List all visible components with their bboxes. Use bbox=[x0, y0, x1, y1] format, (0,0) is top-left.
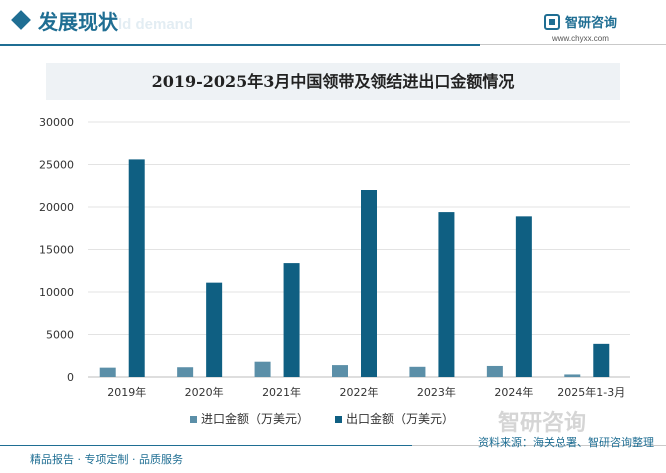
bar-export bbox=[438, 212, 455, 377]
bar-export bbox=[515, 216, 532, 377]
y-tick-label: 30000 bbox=[39, 116, 74, 129]
x-tick-label: 2019年 bbox=[107, 385, 146, 399]
bar-export bbox=[593, 343, 610, 377]
chart-title-band bbox=[46, 63, 620, 100]
x-tick-label: 2024年 bbox=[494, 385, 533, 399]
brand-name: 智研咨询 bbox=[565, 16, 618, 31]
bar-import bbox=[486, 365, 503, 377]
legend-item-export: 出口金额（万美元） bbox=[335, 410, 454, 427]
y-tick-label: 20000 bbox=[39, 201, 74, 214]
bar-chart: 0 5000 10000 15000 20000 25000 30000 2019年 2020年… bbox=[39, 116, 630, 399]
chart-legend: 进口金额（万美元） 出口金额（万美元） bbox=[0, 410, 666, 426]
footer-services: 精品报告 · 专项定制 · 品质服务 bbox=[30, 453, 183, 466]
x-tick-label: 2025年1-3月 bbox=[557, 385, 625, 399]
x-tick-label: 2020年 bbox=[185, 385, 224, 399]
header-divider-gray bbox=[480, 44, 666, 45]
bar-import bbox=[254, 361, 271, 377]
bar-export bbox=[361, 190, 377, 377]
bar-import bbox=[409, 366, 426, 377]
footer-source: 资料来源：海关总署、智研咨询整理 bbox=[478, 436, 654, 449]
bar-import bbox=[177, 367, 194, 377]
bar-export bbox=[283, 263, 300, 377]
x-tick-label: 2022年 bbox=[340, 385, 379, 399]
header: ld demand 发展现状 智研咨询 www.chyxx.com bbox=[0, 0, 666, 52]
x-tick-label: 2021年 bbox=[262, 385, 301, 399]
watermark-logo: 智研咨询 bbox=[498, 411, 587, 436]
y-tick-label: 5000 bbox=[46, 329, 74, 342]
legend-item-import: 进口金额（万美元） bbox=[190, 410, 309, 427]
x-tick-label: 2023年 bbox=[417, 385, 456, 399]
bar-import bbox=[99, 367, 116, 377]
bar-export bbox=[128, 159, 145, 377]
section-title: 发展现状 bbox=[38, 10, 118, 34]
section-subtitle: ld demand bbox=[118, 16, 194, 33]
y-tick-label: 25000 bbox=[39, 159, 74, 172]
y-tick-label: 15000 bbox=[39, 244, 74, 257]
y-tick-label: 10000 bbox=[39, 286, 74, 299]
legend-swatch-export bbox=[335, 416, 342, 423]
footer-divider bbox=[0, 445, 666, 446]
header-divider bbox=[0, 44, 480, 46]
legend-swatch-import bbox=[190, 416, 197, 423]
bar-export bbox=[206, 282, 223, 377]
y-tick-label: 0 bbox=[67, 371, 74, 384]
chart-title: 2019-2025年3月中国领带及领结进出口金额情况 bbox=[151, 72, 515, 91]
legend-label-import: 进口金额（万美元） bbox=[201, 412, 310, 426]
diamond-icon bbox=[11, 10, 31, 30]
footer-divider-gray bbox=[412, 445, 666, 446]
brand-url: www.chyxx.com bbox=[552, 34, 609, 43]
legend-label-export: 出口金额（万美元） bbox=[346, 412, 455, 426]
bar-import bbox=[564, 374, 581, 377]
brand-logo-icon bbox=[544, 14, 560, 30]
bar-import bbox=[332, 365, 348, 377]
